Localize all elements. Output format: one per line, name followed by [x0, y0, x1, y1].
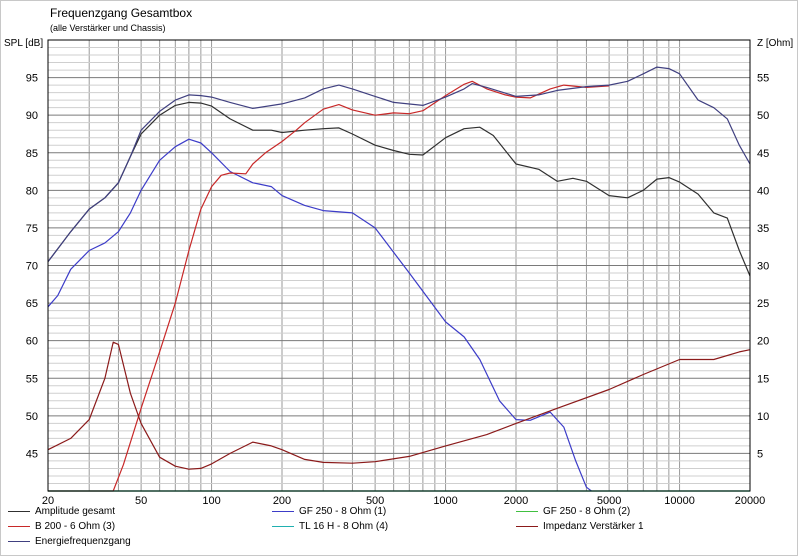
legend-swatch — [516, 526, 538, 527]
x-tick-label: 500 — [366, 495, 384, 507]
y-tick-label-left: 70 — [26, 261, 38, 273]
legend-item-impedanz: Impedanz Verstärker 1 — [516, 521, 644, 532]
x-tick-label: 100 — [202, 495, 220, 507]
legend-label: Energiefrequenzgang — [35, 536, 131, 547]
y-tick-label-right: 5 — [757, 448, 763, 460]
x-tick-label: 5000 — [597, 495, 621, 507]
legend-swatch — [272, 526, 294, 527]
legend-item-energiefrequenzgang: Energiefrequenzgang — [8, 536, 131, 547]
series-line-amplitude-gesamt — [47, 101, 751, 277]
y-tick-label-right: 25 — [757, 298, 769, 310]
legend-label: TL 16 H - 8 Ohm (4) — [299, 521, 389, 532]
legend-swatch — [272, 511, 294, 512]
y-tick-label-right: 40 — [757, 185, 769, 197]
y-tick-label-right: 15 — [757, 373, 769, 385]
y-tick-label-left: 75 — [26, 223, 38, 235]
y-tick-label-left: 90 — [26, 110, 38, 122]
y-tick-label-left: 65 — [26, 298, 38, 310]
y-tick-label-right: 35 — [757, 223, 769, 235]
grid — [47, 40, 751, 491]
x-tick-label: 20000 — [735, 495, 766, 507]
y-tick-label-left: 80 — [26, 185, 38, 197]
legend-label: Amplitude gesamt — [35, 506, 116, 517]
y-tick-label-left: 50 — [26, 411, 38, 423]
y-tick-label-left: 60 — [26, 336, 38, 348]
x-tick-label: 10000 — [664, 495, 695, 507]
y-tick-label-right: 45 — [757, 148, 769, 160]
y-tick-label-right: 50 — [757, 110, 769, 122]
x-tick-label: 2000 — [504, 495, 528, 507]
series-line-impedanz-verst-rker-1 — [47, 341, 751, 470]
x-tick-label: 200 — [273, 495, 291, 507]
x-tick-label: 50 — [135, 495, 147, 507]
x-tick-label: 20 — [42, 495, 54, 507]
chart-subtitle: (alle Verstärker und Chassis) — [50, 23, 166, 33]
legend-swatch — [8, 526, 30, 527]
legend-label: GF 250 - 8 Ohm (1) — [299, 506, 387, 517]
tick-labels: 20 50 100 200 500 1000 2000 5000 10000 20000 45 50 5… — [26, 73, 770, 507]
x-tick-label: 1000 — [433, 495, 457, 507]
legend-item-gf250-1: GF 250 - 8 Ohm (1) — [272, 506, 386, 517]
y-tick-label-left: 55 — [26, 373, 38, 385]
chart-title: Frequenzgang Gesamtbox — [50, 6, 193, 20]
legend-swatch — [8, 511, 30, 512]
legend-label: B 200 - 6 Ohm (3) — [35, 521, 116, 532]
legend-label: GF 250 - 8 Ohm (2) — [543, 506, 631, 517]
y-axis-right-label: Z [Ohm] — [757, 38, 794, 49]
series-line-energiefrequenzgang — [47, 66, 751, 263]
y-tick-label-left: 85 — [26, 148, 38, 160]
y-tick-label-right: 10 — [757, 411, 769, 423]
legend-item-gf250-2: GF 250 - 8 Ohm (2) — [516, 506, 630, 517]
y-tick-label-right: 20 — [757, 336, 769, 348]
y-axis-left-label: SPL [dB] — [4, 38, 44, 49]
y-tick-label-right: 55 — [757, 73, 769, 85]
legend-item-tl16h-4: TL 16 H - 8 Ohm (4) — [272, 521, 388, 532]
plot-border — [47, 39, 751, 492]
legend-swatch — [516, 511, 538, 512]
legend-item-b200-3: B 200 - 6 Ohm (3) — [8, 521, 115, 532]
legend-item-amplitude-gesamt: Amplitude gesamt — [8, 506, 115, 517]
legend-label: Impedanz Verstärker 1 — [543, 521, 644, 532]
y-tick-label-left: 95 — [26, 73, 38, 85]
y-tick-label-left: 45 — [26, 448, 38, 460]
y-tick-label-right: 30 — [757, 261, 769, 273]
series-line-b-200-6-ohm-3 — [48, 80, 610, 492]
legend-swatch — [8, 541, 30, 542]
